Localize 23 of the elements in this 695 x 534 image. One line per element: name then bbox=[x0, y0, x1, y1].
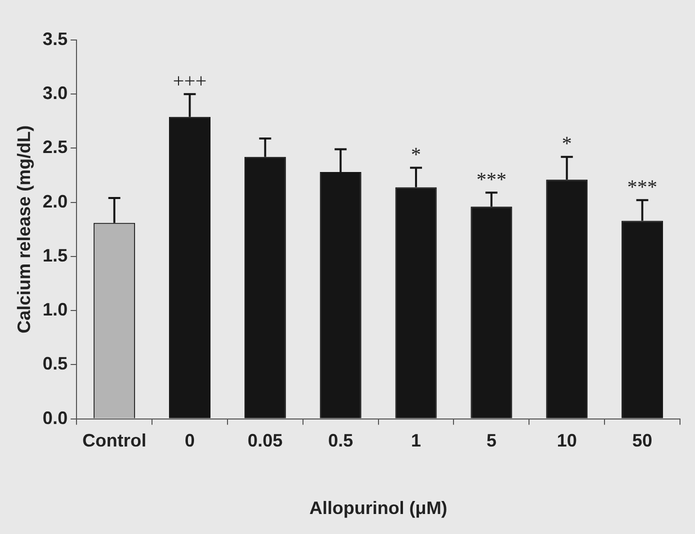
annotation: * bbox=[411, 144, 422, 166]
y-axis-title: Calcium release (mg/dL) bbox=[14, 125, 34, 334]
x-tick-label: 1 bbox=[411, 430, 422, 451]
y-tick-label: 1.5 bbox=[42, 245, 68, 266]
x-tick-label: 10 bbox=[556, 430, 577, 451]
y-tick-label: 1.0 bbox=[42, 300, 68, 320]
y-tick-label: 2.5 bbox=[42, 137, 68, 158]
annotation: +++ bbox=[172, 70, 207, 92]
annotation: * bbox=[562, 133, 572, 156]
x-tick-label: Control bbox=[82, 430, 146, 451]
annotation: *** bbox=[476, 168, 506, 191]
y-tick-label: 3.0 bbox=[42, 83, 68, 104]
y-tick-label: 3.5 bbox=[42, 28, 68, 49]
x-tick-label: 0.05 bbox=[248, 430, 283, 451]
y-tick-label: 0.5 bbox=[42, 354, 68, 374]
x-tick-label: 0 bbox=[184, 430, 195, 451]
y-tick-label: 0.0 bbox=[42, 408, 68, 428]
y-tick-label: 2.0 bbox=[42, 191, 68, 212]
annotation: *** bbox=[627, 176, 658, 198]
x-tick-label: 50 bbox=[632, 430, 652, 451]
x-axis-title: Allopurinol (μM) bbox=[309, 498, 448, 518]
x-tick-label: 0.5 bbox=[328, 430, 354, 451]
x-tick-label: 5 bbox=[486, 430, 496, 451]
